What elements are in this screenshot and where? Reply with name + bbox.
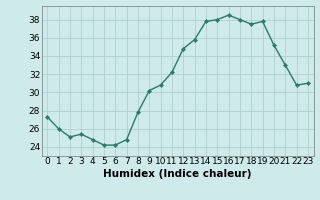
X-axis label: Humidex (Indice chaleur): Humidex (Indice chaleur) [103, 169, 252, 179]
